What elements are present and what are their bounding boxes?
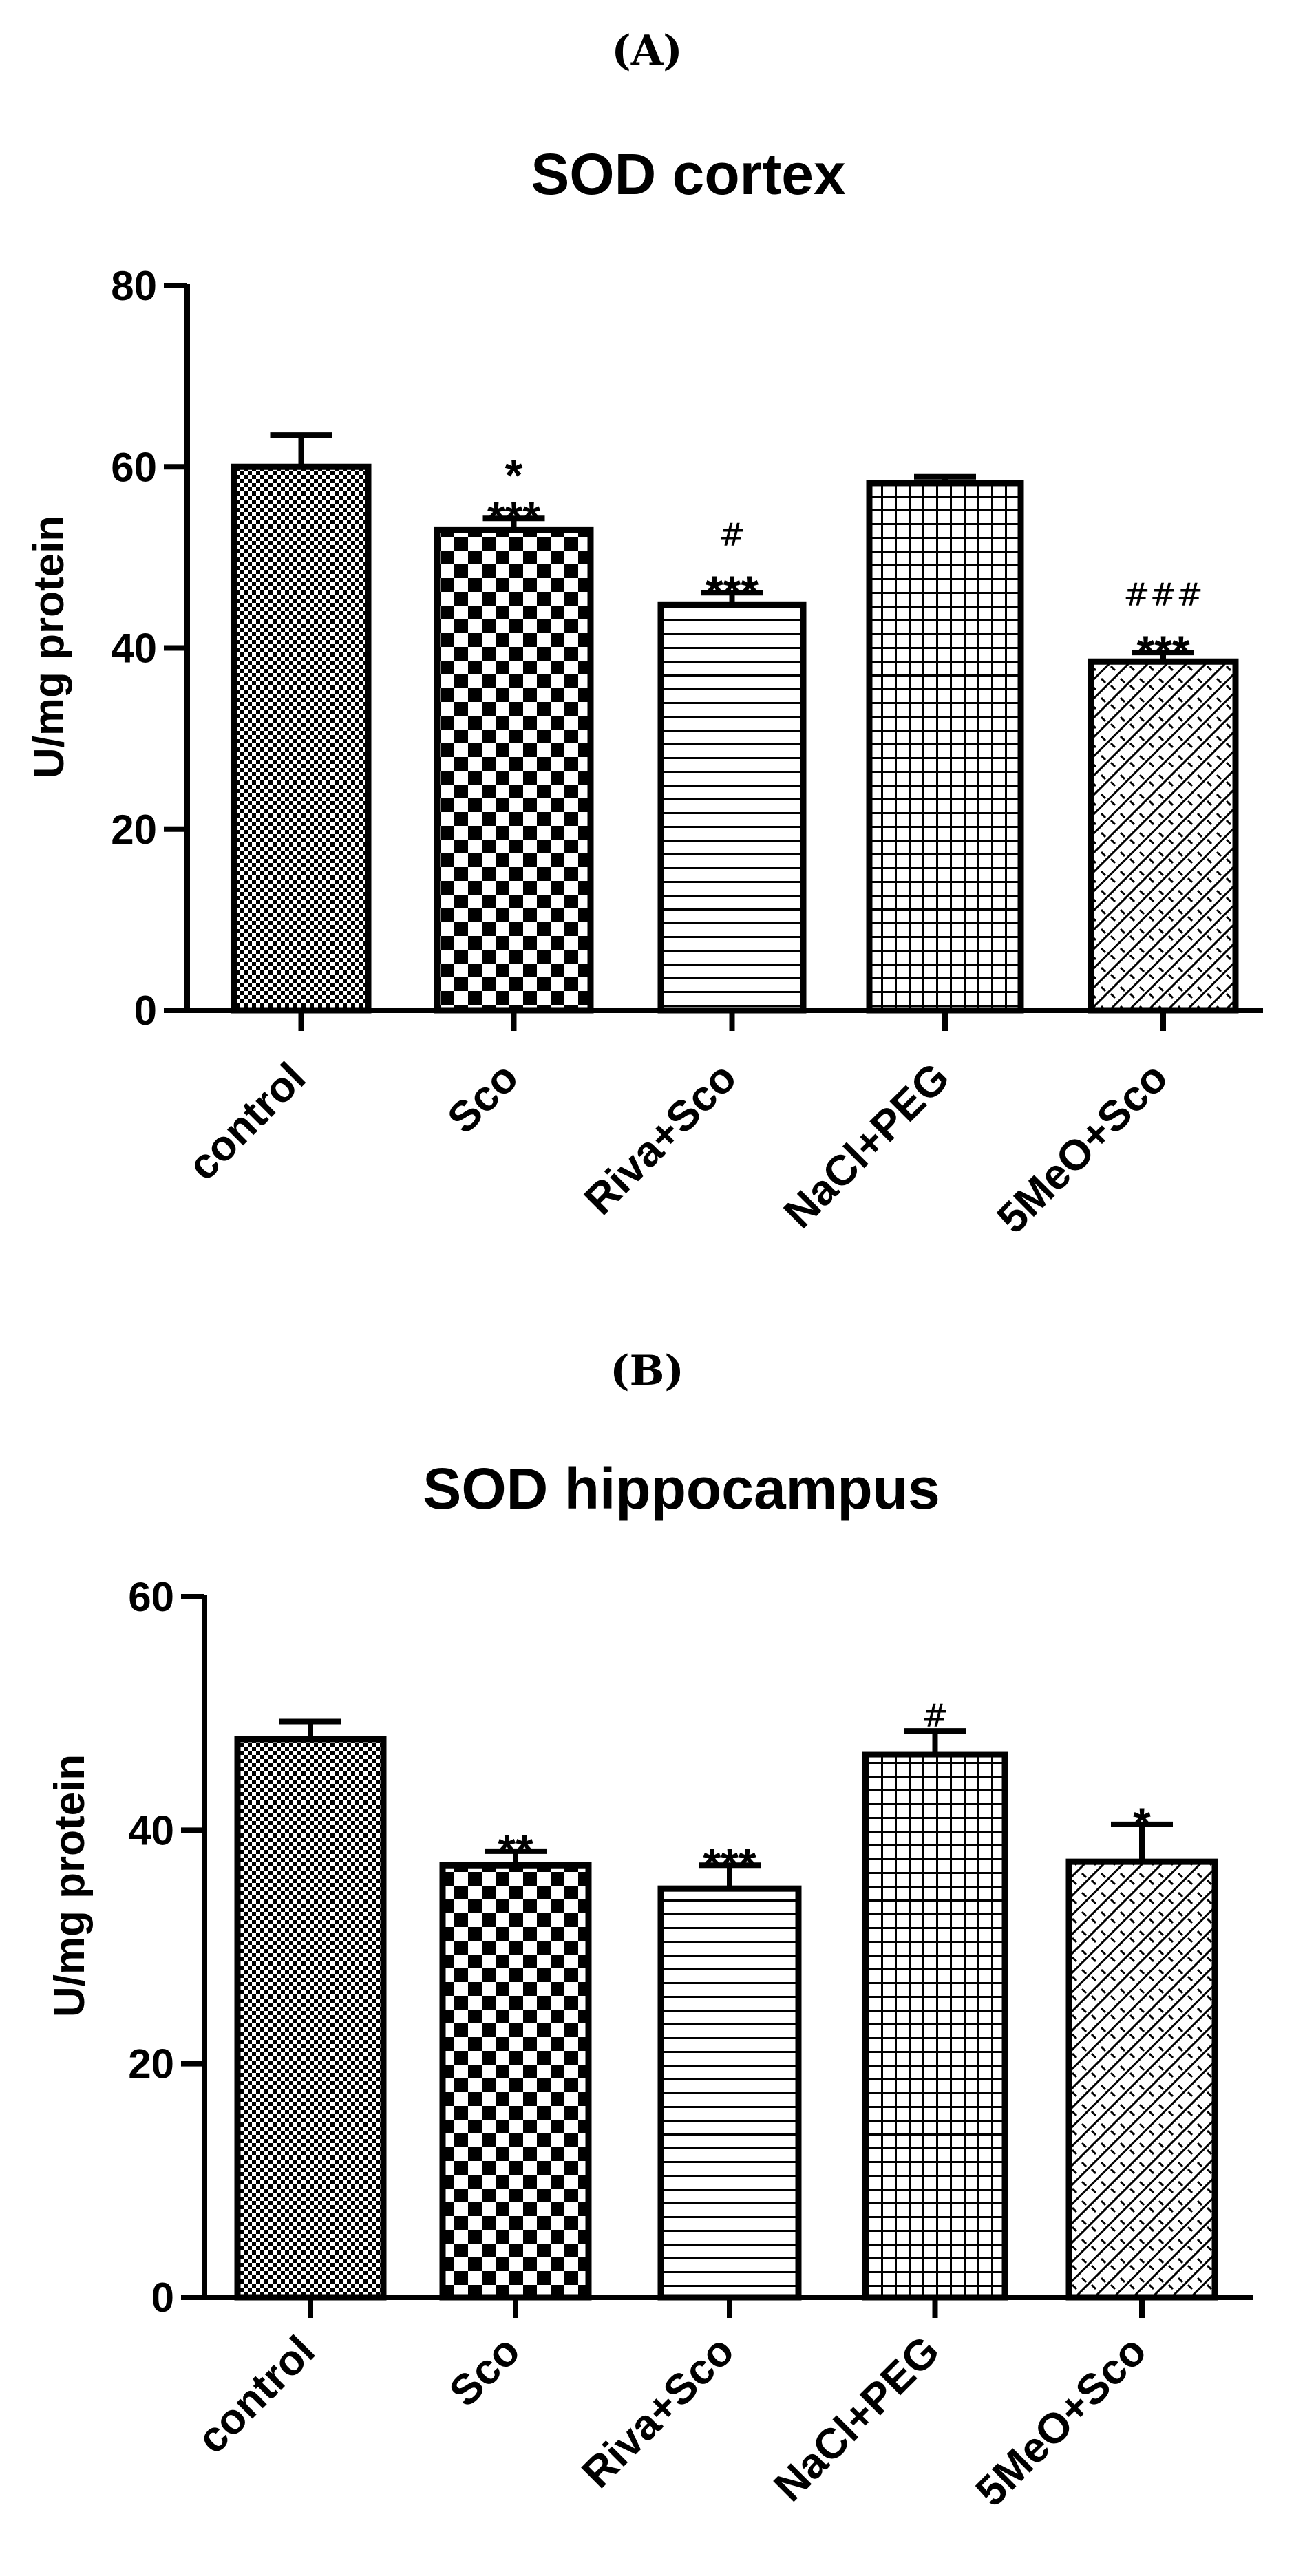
panel-a-significance-sco: *** xyxy=(487,492,540,543)
panel-a-title: SOD cortex xyxy=(531,142,846,206)
panel-b-x-tick-label: control xyxy=(189,2327,324,2462)
panel-a-y-tick-label: 20 xyxy=(111,807,157,853)
panel-a-bar-riva-sco xyxy=(657,601,807,1014)
panel-a-bar-nacl-peg xyxy=(866,480,1024,1014)
panel-a-x-tick-label: Sco xyxy=(438,1054,527,1142)
panel-b-title: SOD hippocampus xyxy=(423,1456,940,1521)
panel-a-bar-sco xyxy=(434,526,594,1014)
panel-a-x-tick-label: Riva+Sco xyxy=(575,1054,745,1224)
panel-b-bar-riva-sco xyxy=(657,1885,802,2301)
panel-b-significance-5meo-sco: * xyxy=(1133,1798,1151,1849)
panel-a-significance-5meo-sco: ### xyxy=(1123,576,1203,613)
panel-a-bar-control xyxy=(231,463,372,1014)
panel-a-x-tick-label: NaCl+PEG xyxy=(775,1054,959,1237)
panel-b-bar-control xyxy=(234,1736,387,2301)
panel-a-y-axis-label: U/mg protein xyxy=(25,515,73,778)
panel-b-y-axis-label: U/mg protein xyxy=(46,1754,94,2017)
panel-a-significance-5meo-sco: *** xyxy=(1136,626,1189,677)
panel-b-significance-sco: ** xyxy=(498,1825,533,1876)
panel-a-x-tick-label: 5MeO+Sco xyxy=(988,1054,1177,1242)
panel-a-x-tick-label: control xyxy=(179,1054,315,1189)
panel-b-label: (B) xyxy=(610,1347,684,1395)
panel-a-significance-riva-sco: # xyxy=(719,516,745,553)
panel-b-bar-5meo-sco xyxy=(1065,1858,1218,2301)
panel-b-x-tick-label: 5MeO+Sco xyxy=(967,2327,1156,2515)
panel-b-x-tick-label: NaCl+PEG xyxy=(765,2327,949,2511)
panel-b-plot: 0 20 40 60 control Sco Riva+Sco NaCl+PEG 5MeO+Sc… xyxy=(128,1574,1253,2515)
panel-a: (A) SOD cortex U/mg protein 0 20 40 60 80 con… xyxy=(25,27,1263,1242)
panel-b-significance-riva-sco: *** xyxy=(703,1839,756,1890)
panel-a-y-tick-label: 80 xyxy=(111,263,157,309)
panel-a-plot: 0 20 40 60 80 control Sco Riva+Sco NaCl+PEG 5MeO+… xyxy=(111,263,1263,1242)
panel-b-y-tick-label: 40 xyxy=(128,1807,174,1853)
panel-a-y-tick-label: 0 xyxy=(134,988,157,1034)
panel-a-bar-5meo-sco xyxy=(1088,658,1239,1014)
panel-b-y-tick-label: 0 xyxy=(151,2275,174,2321)
panel-b-significance-nacl-peg: # xyxy=(922,1697,948,1734)
panel-b-bar-sco xyxy=(439,1862,592,2301)
panel-b-y-tick-label: 60 xyxy=(128,1574,174,1620)
panel-b-x-tick-label: Sco xyxy=(441,2327,529,2416)
panel-a-label: (A) xyxy=(611,27,682,75)
panel-b: (B) SOD hippocampus U/mg protein 0 20 40 60… xyxy=(46,1347,1253,2515)
panel-a-significance-sco: * xyxy=(505,449,523,500)
panel-b-y-tick-label: 20 xyxy=(128,2041,174,2087)
panel-b-bar-nacl-peg xyxy=(862,1751,1008,2301)
panel-a-y-tick-label: 40 xyxy=(111,626,157,672)
panel-b-x-tick-label: Riva+Sco xyxy=(573,2327,743,2497)
panel-a-y-tick-label: 60 xyxy=(111,444,157,490)
panel-a-significance-riva-sco: *** xyxy=(706,566,759,617)
